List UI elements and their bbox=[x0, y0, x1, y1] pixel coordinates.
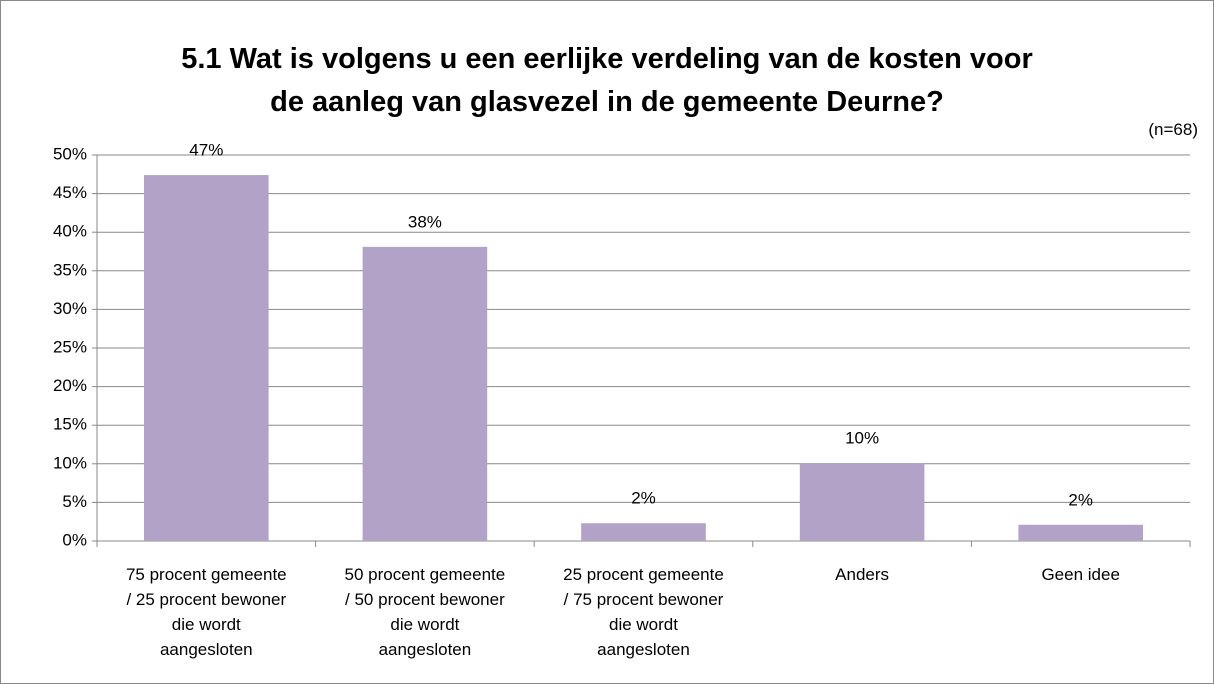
x-tick-label: Geen idee bbox=[1041, 565, 1120, 584]
data-label: 2% bbox=[1068, 490, 1093, 509]
y-tick-label: 35% bbox=[53, 260, 87, 279]
data-label: 2% bbox=[631, 489, 656, 508]
y-tick-label: 50% bbox=[53, 144, 87, 163]
x-tick-label: 75 procent gemeente / 25 procent bewoner… bbox=[125, 565, 287, 659]
chart-subtitle: (n=68) bbox=[1148, 120, 1198, 139]
y-tick-label: 20% bbox=[53, 376, 87, 395]
y-tick-label: 5% bbox=[62, 492, 87, 511]
x-tick-label: Anders bbox=[835, 565, 890, 584]
x-tick-label: 50 procent gemeente / 50 procent bewoner… bbox=[344, 565, 506, 659]
y-tick-label: 45% bbox=[53, 183, 87, 202]
data-label: 10% bbox=[845, 429, 879, 448]
data-label: 47% bbox=[189, 141, 223, 160]
y-tick-label: 25% bbox=[53, 337, 87, 356]
y-tick-label: 40% bbox=[53, 222, 87, 241]
bar bbox=[362, 246, 488, 542]
y-tick-label: 30% bbox=[53, 299, 87, 318]
x-tick-label: 25 procent gemeente / 75 procent bewoner… bbox=[563, 565, 724, 659]
bar bbox=[581, 523, 706, 541]
bar bbox=[799, 463, 925, 541]
data-label: 38% bbox=[408, 212, 442, 231]
bar bbox=[1018, 524, 1144, 541]
chart-title: 5.1 Wat is volgens u een eerlijke verdel… bbox=[181, 43, 1033, 118]
y-tick-label: 0% bbox=[62, 530, 87, 549]
y-tick-label: 15% bbox=[53, 415, 87, 434]
bar bbox=[143, 175, 269, 541]
y-tick-label: 10% bbox=[53, 453, 87, 472]
